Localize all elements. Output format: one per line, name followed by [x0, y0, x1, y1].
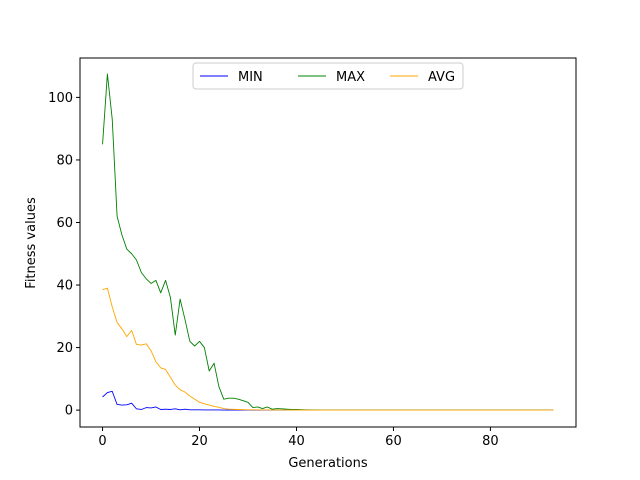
- x-tick-label: 60: [385, 434, 402, 449]
- x-axis: 0 20 40 60 80: [98, 427, 499, 449]
- y-tick-label: 60: [56, 216, 73, 231]
- y-tick-label: 0: [65, 404, 73, 419]
- y-tick-label: 80: [56, 153, 73, 168]
- legend-label-max: MAX: [336, 70, 365, 85]
- x-tick-label: 40: [288, 434, 305, 449]
- series-line-max: [102, 73, 554, 411]
- plot-frame: [79, 57, 577, 428]
- x-tick-label: 20: [191, 434, 208, 449]
- x-tick-label: 80: [482, 434, 499, 449]
- plot-area: [79, 57, 577, 428]
- series-line-avg: [102, 287, 554, 411]
- legend-label-avg: AVG: [428, 70, 455, 85]
- legend-box: [192, 62, 464, 90]
- x-tick-label: 0: [98, 434, 106, 449]
- y-tick-label: 100: [48, 91, 73, 106]
- y-tick-label: 20: [56, 341, 73, 356]
- y-axis-label: Fitness values: [24, 197, 39, 289]
- y-tick-label: 40: [56, 279, 73, 294]
- legend-label-min: MIN: [238, 70, 263, 85]
- x-axis-label: Generations: [288, 456, 368, 471]
- y-axis: 0 20 40 60 80 100: [48, 91, 80, 419]
- plot-background: [80, 58, 576, 427]
- legend: MIN MAX AVG: [192, 62, 464, 90]
